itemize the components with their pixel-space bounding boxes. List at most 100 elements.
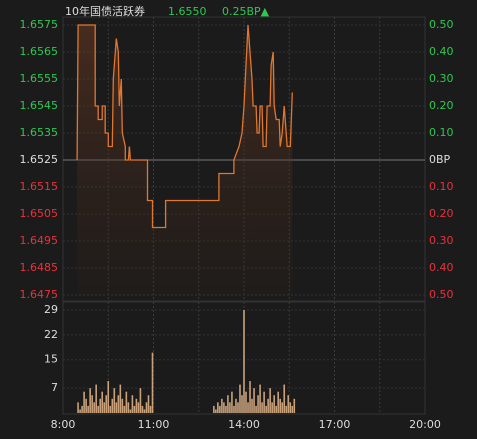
volume-bar [281, 402, 284, 413]
volume-bar [107, 381, 110, 413]
volume-bar [217, 402, 219, 413]
y-tick-label: 1.6555 [20, 72, 59, 85]
volume-bar [123, 405, 126, 413]
volume-bar [229, 402, 231, 413]
y2-tick-label: 0.10 [429, 180, 454, 193]
volume-bar [149, 405, 152, 413]
volume-bar [135, 398, 138, 413]
volume-bar [133, 405, 136, 413]
volume-bar [137, 402, 140, 413]
volume-bar [273, 395, 275, 413]
volume-bar [77, 402, 79, 413]
volume-bar [127, 402, 130, 413]
y2-tick-label: 0.30 [429, 72, 454, 85]
volume-bar [105, 395, 108, 413]
y2-tick-label: 0.40 [429, 261, 454, 274]
y-tick-label: 22 [44, 328, 58, 341]
volume-bar [257, 395, 259, 413]
volume-bar [81, 405, 83, 413]
volume-bar [267, 398, 269, 413]
volume-bar [261, 402, 263, 413]
y-tick-label: 1.6575 [20, 18, 59, 31]
volume-bar [85, 398, 87, 413]
volume-bar [215, 409, 217, 413]
volume-bar [113, 388, 116, 413]
volume-bar [251, 398, 253, 413]
volume-bar [293, 398, 296, 413]
y-tick-label: 1.6505 [20, 207, 59, 220]
volume-bar [243, 310, 245, 413]
volume-bar [79, 409, 81, 413]
volume-bar [277, 391, 279, 413]
y-tick-label: 1.6565 [20, 45, 59, 58]
y-tick-label: 1.6475 [20, 288, 59, 301]
volume-bar [271, 402, 273, 413]
volume-bar [145, 402, 148, 413]
volume-bar [91, 395, 93, 413]
volume-bar [151, 352, 154, 413]
volume-bar [115, 402, 118, 413]
volume-bar [103, 402, 106, 413]
volume-bar [255, 405, 257, 413]
y2-tick-label: 0.50 [429, 18, 454, 31]
y-tick-label: 1.6515 [20, 180, 59, 193]
volume-bar [269, 388, 271, 413]
volume-bar [97, 405, 99, 413]
volume-bar [117, 395, 120, 413]
price-change: 0.25BP▲ [222, 5, 270, 18]
volume-bar [213, 405, 215, 413]
y-tick-label: 1.6545 [20, 99, 59, 112]
instrument-name: 10年国债活跃券 [65, 4, 145, 18]
volume-bar [93, 402, 95, 413]
x-tick-label: 11:00 [138, 418, 170, 431]
volume-bar [147, 395, 150, 413]
volume-bar [233, 405, 235, 413]
y-tick-label: 1.6525 [20, 153, 59, 166]
volume-bar [291, 405, 294, 413]
y2-tick-label: 0.20 [429, 207, 454, 220]
y2-tick-label: 0.50 [429, 288, 454, 301]
y2-tick-label: 0.30 [429, 234, 454, 247]
volume-bar [231, 391, 233, 413]
volume-bar [289, 402, 292, 413]
volume-bar [259, 384, 261, 413]
y2-tick-label: 0BP [429, 153, 451, 166]
volume-bar [95, 384, 97, 413]
volume-bar [249, 381, 251, 413]
volume-bar [119, 384, 122, 413]
x-tick-label: 17:00 [319, 418, 351, 431]
volume-bar [253, 388, 255, 413]
last-price: 1.6550 [168, 5, 207, 18]
volume-bar [83, 391, 85, 413]
x-tick-label: 20:00 [409, 418, 441, 431]
volume-bar [235, 398, 237, 413]
y2-tick-label: 0.40 [429, 45, 454, 58]
volume-bar [111, 398, 114, 413]
volume-bar [131, 395, 134, 413]
volume-bar [221, 398, 223, 413]
volume-bar [287, 395, 290, 413]
volume-bar [87, 405, 89, 413]
volume-bar [139, 388, 142, 413]
volume-bar [279, 398, 281, 413]
volume-bar [237, 402, 239, 413]
y-tick-label: 7 [51, 381, 58, 394]
area [77, 25, 293, 295]
y-tick-label: 15 [44, 353, 58, 366]
volume-bar [99, 398, 102, 413]
volume-bar [263, 391, 265, 413]
volume-bar [285, 405, 288, 413]
y2-tick-label: 0.10 [429, 126, 454, 139]
volume-bar [141, 405, 144, 413]
y-tick-label: 1.6535 [20, 126, 59, 139]
volume-bar [125, 391, 128, 413]
volume-bar [89, 388, 91, 413]
volume-bar [227, 395, 229, 413]
volume-bar [247, 402, 249, 413]
volume-bar [101, 391, 104, 413]
y-tick-label: 1.6485 [20, 261, 59, 274]
volume-bar [143, 409, 146, 413]
volume-bar [219, 405, 221, 413]
y2-tick-label: 0.20 [429, 99, 454, 112]
